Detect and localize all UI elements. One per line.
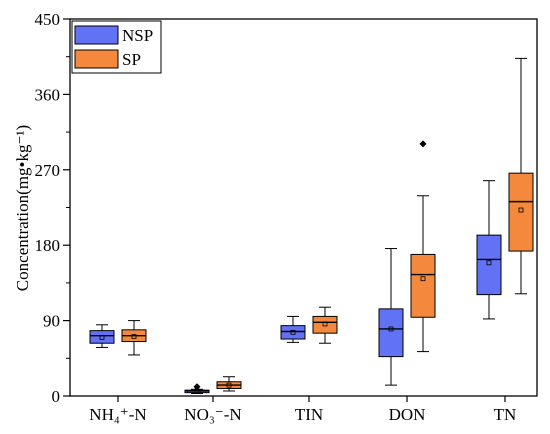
box-nsp-4 [476,180,502,320]
legend-swatch-nsp [74,25,119,45]
legend-swatch-sp [74,49,119,69]
x-tick-label: DON [389,405,426,424]
x-tick-label: TIN [295,405,323,424]
x-tick-label: TN [494,405,517,424]
y-tick-label: 180 [35,236,61,255]
mean-marker [322,321,328,327]
outlier-point [193,383,201,391]
y-tick-label: 0 [52,387,61,406]
x-tick-label: NH₄⁺-N [89,405,146,424]
y-axis-label: Concentration(mg•kg⁻¹) [13,125,32,291]
legend: NSP SP [71,20,162,74]
x-tick-label: NO₃⁻-N [184,405,241,424]
box-body [378,308,404,358]
box-body [280,325,306,340]
box-nsp-0 [89,324,115,348]
mean-marker [486,260,492,266]
y-tick-label: 360 [35,85,61,104]
box-sp-2 [312,306,338,344]
box-body [410,253,436,318]
box-body [89,330,115,344]
y-tick-label: 450 [35,10,61,29]
mean-marker [420,276,426,282]
x-axis: NH₄⁺-N NO₃⁻-N TIN DON TN [89,396,516,424]
box-sp-3 [410,140,436,353]
y-tick-label: 90 [43,312,60,331]
mean-marker [518,207,524,213]
mean-marker [388,326,394,332]
box-nsp-1 [184,383,210,394]
box-sp-0 [121,320,147,356]
box-nsp-2 [280,315,306,343]
mean-marker [99,334,105,340]
box-sp-4 [508,57,534,295]
box-body [312,315,338,334]
mean-marker [226,382,232,388]
mean-marker [131,334,137,339]
mean-marker [290,329,296,335]
box-sp-1 [216,376,242,392]
boxes [89,57,534,394]
y-axis: 0 90 180 270 360 450 [35,10,70,406]
legend-label-nsp: NSP [122,26,153,45]
legend-label-sp: SP [122,50,141,69]
outlier-point [419,140,427,148]
y-tick-label: 270 [35,161,61,180]
box-nsp-3 [378,248,404,386]
